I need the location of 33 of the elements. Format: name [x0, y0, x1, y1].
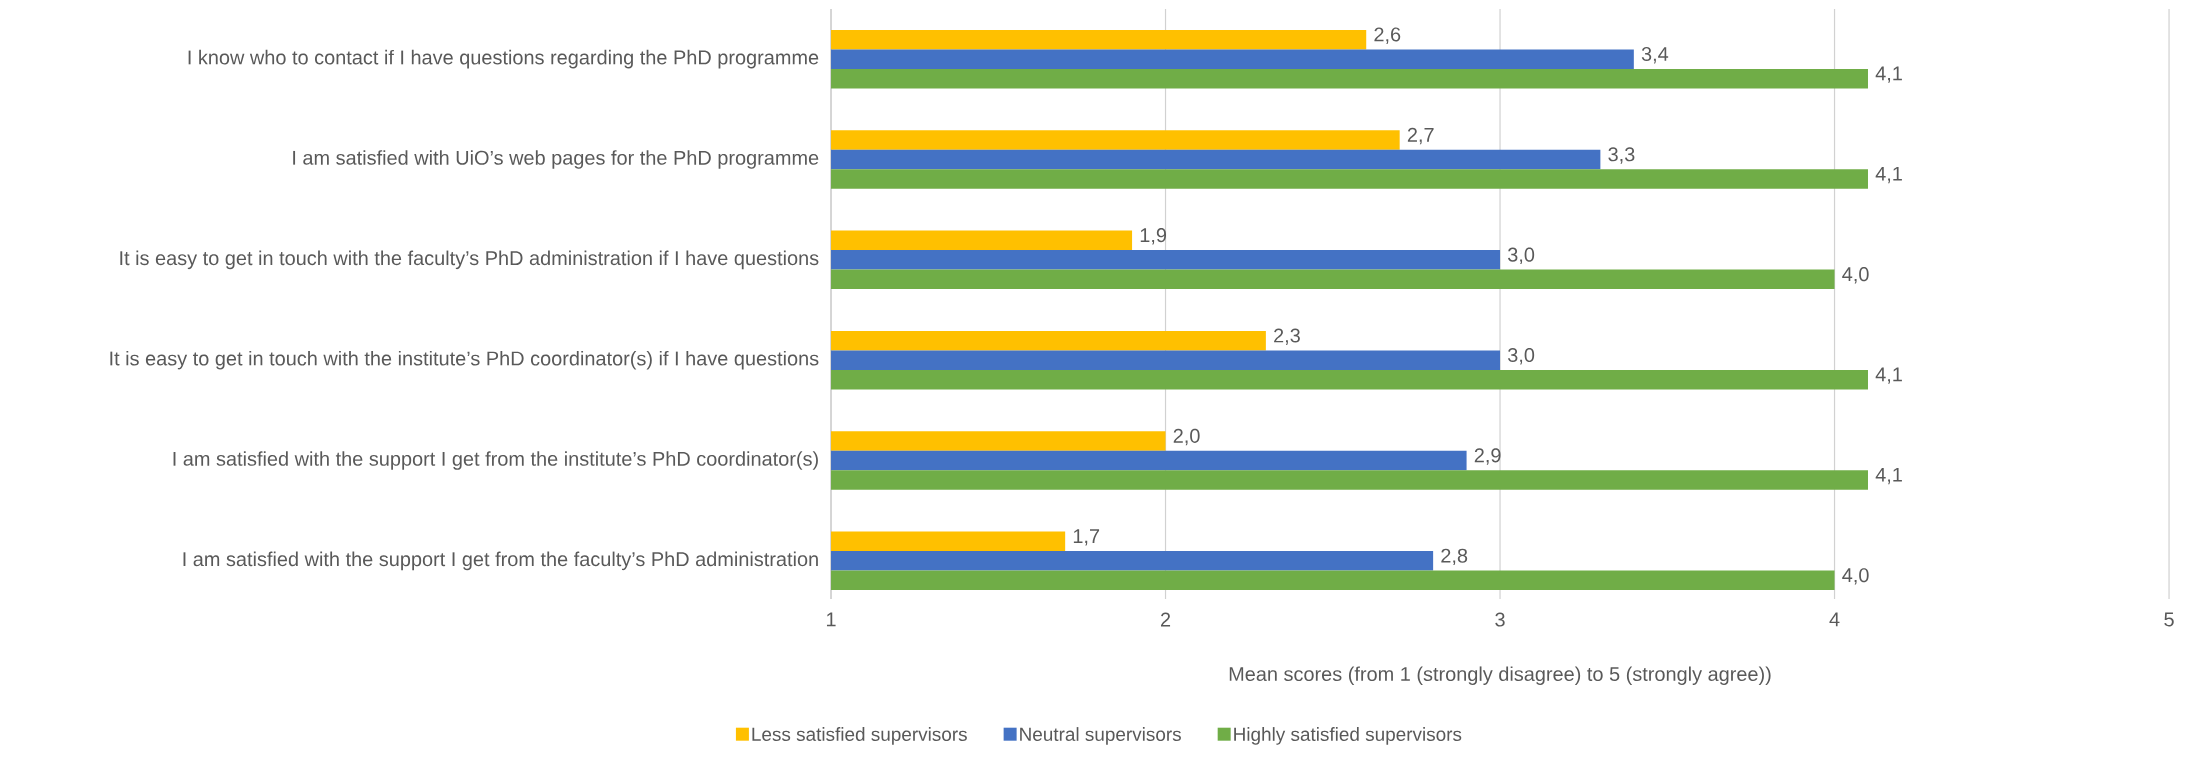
x-axis-title: Mean scores (from 1 (strongly disagree) to 5 (strongly agree)): [1229, 666, 1771, 685]
data-label: 4,1: [1875, 367, 1902, 384]
data-label: 1,7: [1073, 529, 1100, 546]
y-tick-label: I am satisfied with the support I get from the faculty’s PhD administration: [183, 551, 818, 571]
data-label: 3,4: [1641, 46, 1669, 64]
x-tick-label: 2: [1160, 612, 1171, 627]
x-tick-label: 3: [1495, 612, 1505, 627]
legend-label: Neutral supervisors: [1020, 727, 1181, 745]
y-tick-label: I know who to contact if I have questions regarding the PhD programme: [188, 49, 819, 69]
data-label: 4,0: [1842, 267, 1869, 284]
data-label: 2,8: [1441, 548, 1468, 566]
data-label: 4,1: [1875, 166, 1902, 184]
data-label: 3,0: [1508, 347, 1535, 365]
data-label: 2,0: [1173, 428, 1200, 446]
x-tick-label: 1: [826, 612, 836, 627]
data-label: 4,1: [1875, 467, 1902, 485]
y-tick-label: I am satisfied with the support I get from the institute’s PhD coordinator(s): [173, 451, 818, 470]
data-label: 1,9: [1140, 228, 1167, 245]
data-label: 4,1: [1875, 66, 1902, 83]
data-label: 3,0: [1508, 247, 1535, 265]
data-label: 2,7: [1407, 127, 1434, 145]
legend-label: Highly satisfied supervisors: [1234, 727, 1462, 745]
y-tick-label: It is easy to get in touch with the faculty’s PhD administration if I have questions: [120, 250, 819, 270]
legend-label: Less satisfied supervisors: [752, 727, 967, 745]
data-label: 2,6: [1374, 27, 1401, 44]
x-tick-label: 5: [2164, 612, 2174, 627]
y-tick-label: I am satisfied with UiO’s web pages for the PhD programme: [293, 150, 819, 169]
data-label: 4,0: [1842, 568, 1869, 585]
data-label: 2,9: [1474, 448, 1501, 465]
data-label: 3,3: [1608, 147, 1635, 164]
x-tick-label: 4: [1829, 612, 1840, 627]
y-tick-label: It is easy to get in touch with the institute’s PhD coordinator(s) if I have questions: [110, 350, 819, 370]
data-label: 2,3: [1274, 328, 1300, 345]
